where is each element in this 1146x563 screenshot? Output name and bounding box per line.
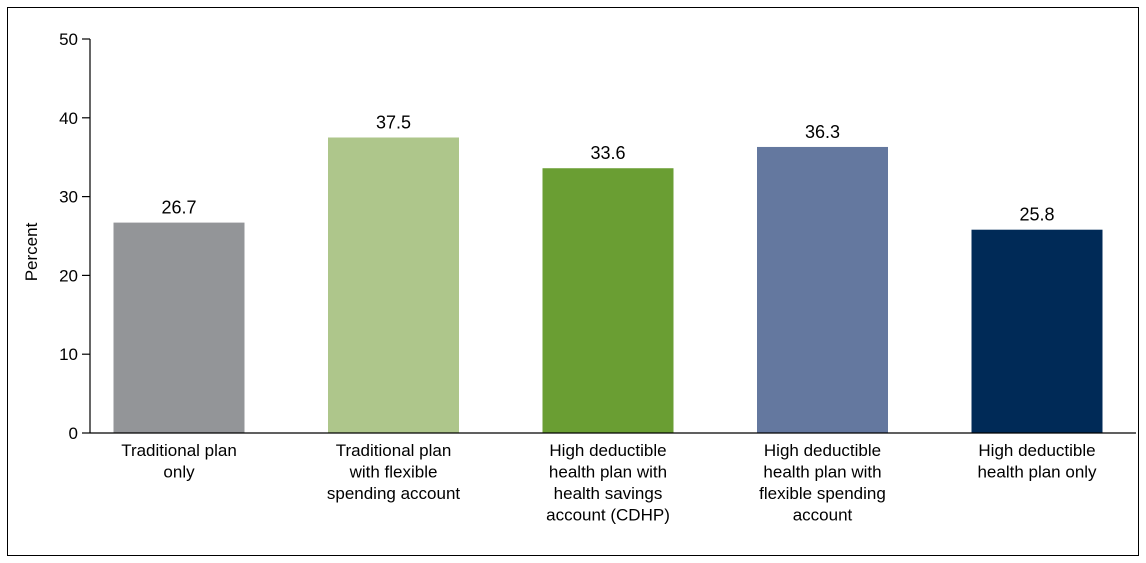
bar: [971, 229, 1103, 433]
bar-chart: 0 10 20 30 40 50 26.7 37.5 33.6 36.3 25.8 Traditi…: [22, 30, 1136, 525]
chart-frame: 0 10 20 30 40 50 26.7 37.5 33.6 36.3 25.8 Traditi…: [7, 7, 1139, 556]
y-tick-label: 50: [59, 30, 78, 49]
y-tick-label: 0: [69, 424, 78, 443]
x-tick-label: Traditional plan with flexible spending ac…: [327, 441, 461, 503]
value-label-group: 26.7 37.5 33.6 36.3 25.8: [161, 113, 1054, 225]
data-label: 26.7: [161, 198, 196, 218]
y-tick-label: 10: [59, 345, 78, 364]
data-label: 33.6: [590, 143, 625, 163]
category-label-group: Traditional plan only Traditional plan with…: [121, 441, 1097, 525]
x-tick-label: High deductible health plan only: [977, 441, 1097, 482]
y-axis-title: Percent: [22, 222, 41, 281]
x-tick-label: Traditional plan only: [121, 441, 237, 482]
bar: [113, 222, 245, 433]
y-tick-group: 0 10 20 30 40 50: [59, 30, 90, 443]
bar: [542, 168, 674, 433]
data-label: 36.3: [805, 122, 840, 142]
bar: [757, 146, 888, 433]
y-tick-label: 20: [59, 266, 78, 285]
bar-group: [113, 137, 1103, 433]
bar: [328, 137, 459, 433]
x-tick-label: High deductible health plan with health sa…: [546, 441, 670, 525]
y-tick-label: 40: [59, 109, 78, 128]
y-tick-label: 30: [59, 188, 78, 207]
x-tick-label: High deductible health plan with flexible …: [759, 441, 886, 525]
data-label: 25.8: [1019, 205, 1054, 225]
data-label: 37.5: [376, 113, 411, 133]
